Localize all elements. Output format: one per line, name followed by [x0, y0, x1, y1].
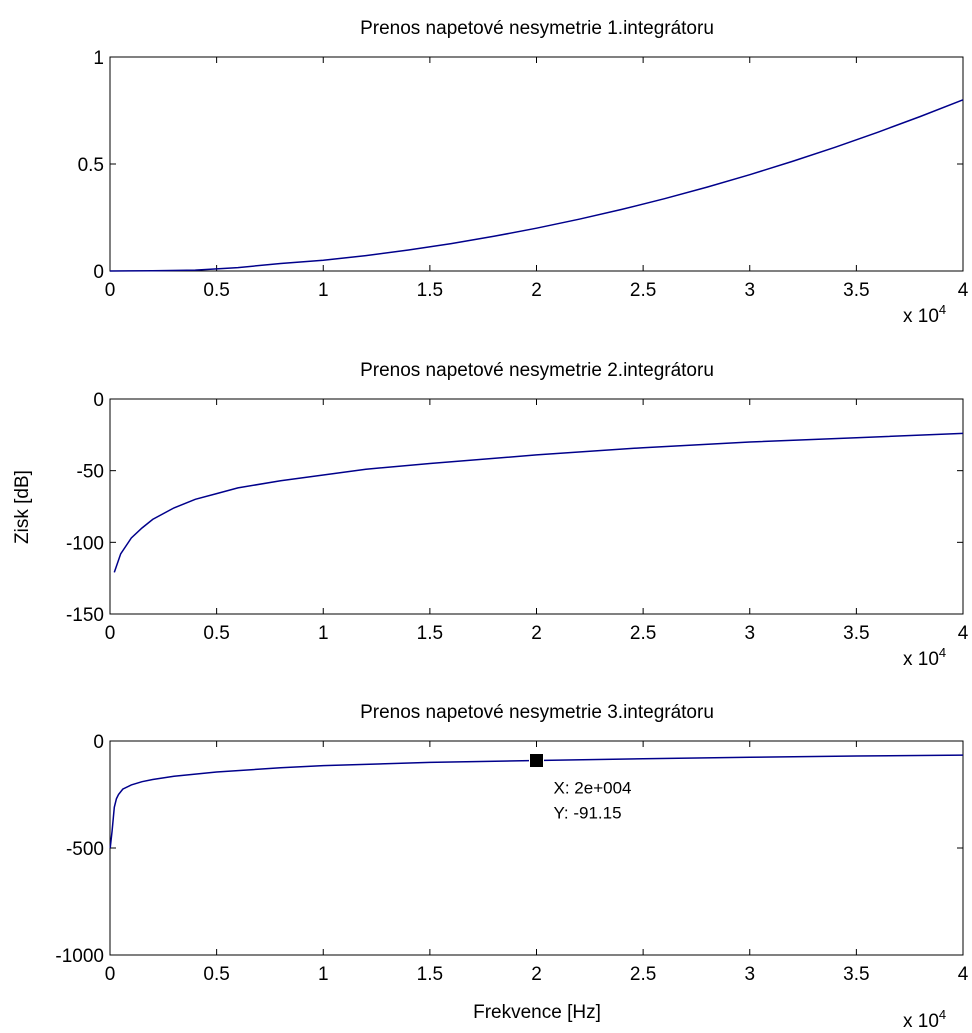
x-tick-label: 0	[105, 280, 116, 301]
x-tick-label: 4	[958, 280, 969, 301]
x-tick-label: 0.5	[203, 280, 229, 301]
x-tick-label: 3.5	[843, 623, 869, 644]
subplot-1-title: Prenos napetové nesymetrie 1.integrátoru	[360, 18, 714, 39]
y-tick-label: -150	[66, 605, 104, 626]
x-tick-label: 1	[318, 964, 329, 985]
x-tick-label: 4	[958, 623, 969, 644]
x-tick-label: 2.5	[630, 280, 656, 301]
x-tick-label: 3	[744, 280, 755, 301]
x-tick-label: 2.5	[630, 964, 656, 985]
x-tick-label: 0	[105, 964, 116, 985]
x-tick-label: 1.5	[417, 623, 443, 644]
subplot-3-y-ticks: -1000 -500 0	[55, 732, 963, 967]
x-tick-label: 3	[744, 964, 755, 985]
subplot-1: Prenos napetové nesymetrie 1.integrátoru…	[78, 18, 969, 327]
x-tick-label: 2	[531, 964, 542, 985]
subplot-1-axes-box	[109, 56, 964, 272]
y-tick-label: 1	[93, 48, 104, 69]
x-tick-label: 3.5	[843, 280, 869, 301]
y-tick-label: -1000	[55, 946, 104, 967]
subplot-2-x-multiplier: x 104	[903, 645, 946, 670]
x-tick-label: 0	[105, 623, 116, 644]
datatip-marker[interactable]	[529, 753, 544, 769]
x-tick-label: 1	[318, 623, 329, 644]
subplot-2-axes-box	[109, 398, 964, 615]
x-tick-label: 3.5	[843, 964, 869, 985]
y-tick-label: 0.5	[78, 155, 104, 176]
x-tick-label: 3	[744, 623, 755, 644]
x-tick-label: 1.5	[417, 964, 443, 985]
subplot-3-title: Prenos napetové nesymetrie 3.integrátoru	[360, 702, 714, 723]
x-tick-label: 1	[318, 280, 329, 301]
subplot-2-series-line	[113, 432, 964, 573]
y-tick-label: 0	[93, 732, 104, 753]
y-axis-label: Zisk [dB]	[12, 470, 33, 544]
subplot-1-x-ticks: 0 0.5 1 1.5 2 2.5 3 3.5 4	[105, 57, 969, 301]
y-tick-label: -50	[77, 462, 104, 483]
y-tick-label: -100	[66, 533, 104, 554]
subplot-3-x-ticks: 0 0.5 1 1.5 2 2.5 3 3.5 4	[105, 741, 969, 985]
y-tick-label: 0	[93, 390, 104, 411]
x-tick-label: 0.5	[203, 964, 229, 985]
x-tick-label: 1.5	[417, 280, 443, 301]
subplot-1-series-line	[109, 99, 964, 272]
subplot-3-axes-box	[109, 740, 964, 956]
subplot-2-title: Prenos napetové nesymetrie 2.integrátoru	[360, 360, 714, 381]
subplot-2-y-ticks: -150 -100 -50 0	[66, 390, 963, 626]
x-tick-label: 4	[958, 964, 969, 985]
y-tick-label: -500	[66, 839, 104, 860]
datatip-y-text: Y: -91.15	[554, 804, 622, 823]
x-tick-label: 0.5	[203, 623, 229, 644]
x-axis-label: Frekvence [Hz]	[473, 1002, 601, 1023]
x-tick-label: 2	[531, 623, 542, 644]
x-tick-label: 2	[531, 280, 542, 301]
subplot-3-series-line	[109, 754, 964, 849]
subplot-2-x-ticks: 0 0.5 1 1.5 2 2.5 3 3.5 4	[105, 399, 969, 644]
subplot-3: Prenos napetové nesymetrie 3.integrátoru…	[55, 702, 968, 1032]
subplot-2: Prenos napetové nesymetrie 2.integrátoru…	[66, 360, 969, 670]
x-tick-label: 2.5	[630, 623, 656, 644]
subplot-3-x-multiplier: x 104	[903, 1007, 946, 1032]
subplot-1-y-ticks: 00.51	[78, 48, 963, 283]
subplot-1-x-multiplier: x 104	[903, 302, 946, 327]
y-tick-label: 0	[93, 262, 104, 283]
datatip-x-text: X: 2e+004	[554, 779, 632, 798]
